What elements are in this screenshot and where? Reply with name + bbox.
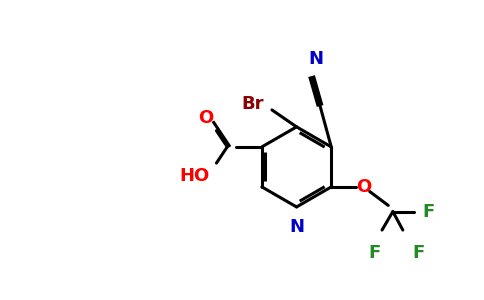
Text: O: O <box>198 109 213 127</box>
Text: F: F <box>422 202 434 220</box>
Text: N: N <box>289 218 304 236</box>
Text: F: F <box>368 244 380 262</box>
Text: Br: Br <box>242 95 264 113</box>
Text: HO: HO <box>180 167 210 185</box>
Text: F: F <box>413 244 425 262</box>
Text: O: O <box>356 178 371 196</box>
Text: N: N <box>308 50 323 68</box>
